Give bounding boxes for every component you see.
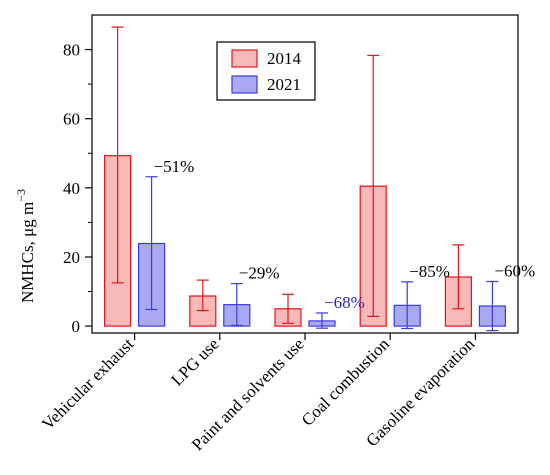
x-category-label: Vehicular exhaust <box>38 334 137 433</box>
change-label-4: −60% <box>494 261 535 280</box>
bars <box>103 26 506 332</box>
change-label-3: −85% <box>409 262 450 281</box>
y-tick-label: 80 <box>63 41 80 60</box>
legend-swatch-2021 <box>231 75 258 94</box>
y-axis-title-main: NMHCs, μg m <box>18 202 37 303</box>
y-tick-label: 20 <box>63 248 80 267</box>
change-label-2: −68% <box>324 293 365 312</box>
change-labels: −51% −29% −68% −85% −60% <box>154 157 536 312</box>
change-label-1: −29% <box>239 264 280 283</box>
y-axis-ticks: 0 20 40 60 80 <box>63 41 92 336</box>
legend-label-2014: 2014 <box>267 49 302 68</box>
change-label-0: −51% <box>154 157 195 176</box>
y-tick-label: 0 <box>72 317 81 336</box>
x-category-label: Coal combustion <box>298 334 394 430</box>
x-category-label: LPG use <box>167 334 222 389</box>
y-tick-label: 40 <box>63 179 80 198</box>
y-tick-label: 60 <box>63 110 80 129</box>
legend-swatch-2014 <box>231 49 258 68</box>
legend-label-2021: 2021 <box>267 75 301 94</box>
y-axis-title: NMHCs, μg m−3 <box>14 189 37 303</box>
legend: 2014 2021 <box>216 41 316 101</box>
y-axis-title-exponent: −3 <box>14 189 28 202</box>
